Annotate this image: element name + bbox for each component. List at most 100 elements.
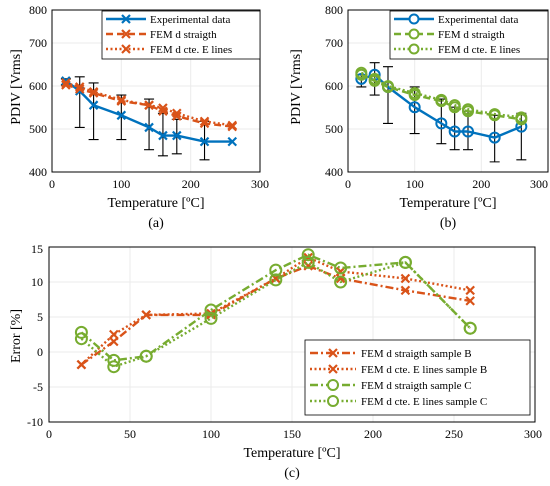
panel-b-plot	[355, 62, 528, 163]
panel-b-ytick-600: 600	[325, 79, 343, 93]
panel-c-ytick-0: 0	[37, 345, 43, 359]
a-series-0-point	[158, 130, 168, 141]
panel-c-xtick-300: 300	[524, 427, 542, 441]
a-series-2-point	[88, 87, 99, 97]
a-series-0-point	[116, 110, 127, 121]
c-series-3-point	[334, 275, 348, 289]
panel-c-legend-marker-straigth-c	[327, 379, 339, 391]
panel-c-ytick-15: 15	[31, 242, 43, 256]
b-series-2-point	[462, 103, 474, 116]
a-series-1-line	[65, 83, 233, 128]
c-series-2-point	[204, 303, 218, 317]
panel-a-legend-marker-cte	[121, 44, 131, 54]
panel-c-frame	[48, 246, 536, 423]
panel-a-caption: (a)	[148, 216, 164, 231]
panel-b-legend-label-straigth: FEM d straigth	[438, 29, 505, 41]
c-series-3-point	[204, 311, 218, 325]
panel-b-ytick-500: 500	[325, 122, 343, 136]
panel-a-ytick-700: 700	[29, 36, 47, 50]
panel-b-xlabel: Temperature [ºC]	[399, 196, 496, 211]
panel-a-xtick-0: 0	[49, 177, 55, 191]
panel-b-legend-marker-straigth	[408, 28, 420, 40]
b-series-2-point	[408, 87, 421, 100]
b-series-2-point	[515, 111, 528, 124]
c-series-0-point	[109, 336, 119, 347]
a-series-2-point	[61, 78, 71, 88]
a-series-0-point	[227, 136, 238, 147]
c-series-3-point	[398, 255, 412, 269]
a-series-1-point	[61, 80, 71, 90]
panel-c-xlabel: Temperature [ºC]	[243, 446, 340, 461]
panel-c: Error [%] -10 -5 0 5 10 15 0 50 100 150 …	[9, 242, 542, 481]
c-series-3-point	[463, 321, 477, 335]
b-series-2-point	[488, 108, 501, 121]
panel-b-legend-label-cte: FEM d cte. E lines	[438, 44, 520, 56]
a-series-2-point	[144, 100, 154, 110]
panel-a-ytick-800: 800	[29, 3, 47, 17]
panel-c-plot	[74, 248, 477, 374]
b-series-0-point	[462, 125, 474, 138]
a-series-0-errorbar	[144, 98, 155, 151]
c-series-0-point	[465, 296, 475, 306]
panel-b-legend: Experimental data FEM d straigth FEM d c…	[389, 10, 549, 60]
a-series-2-point	[116, 95, 127, 105]
panel-a-legend-label-experimental: Experimental data	[150, 14, 230, 26]
panel-c-legend-label-cte-c: FEM d cte. E lines sample C	[361, 396, 487, 408]
panel-b-legend-marker-cte	[408, 43, 420, 55]
panel-c-xtick-100: 100	[202, 427, 220, 441]
c-series-1-point	[109, 329, 119, 340]
c-series-1-point	[400, 273, 411, 284]
c-series-3-point	[74, 332, 88, 346]
b-series-0-point	[448, 125, 461, 138]
b-series-0-point	[435, 117, 448, 130]
panel-a-legend: Experimental data FEM d straigth FEM d c…	[101, 10, 261, 60]
a-series-1-point	[158, 106, 168, 117]
panel-b-ytick-700: 700	[325, 36, 343, 50]
panel-c-ytick-5: 5	[37, 310, 43, 324]
panel-a-legend-marker-straigth	[121, 29, 131, 39]
b-series-0-point	[408, 101, 421, 114]
panel-b-ylabel: PDIV [Vrms]	[289, 49, 304, 125]
panel-b-frame	[347, 9, 549, 173]
panel-b-ytick-400: 400	[325, 165, 343, 179]
a-series-2-point	[158, 103, 168, 113]
a-series-0-point	[172, 130, 182, 141]
panel-c-legend: FEM d straigth sample B FEM d cte. E lin…	[304, 339, 531, 416]
a-series-2-point	[199, 116, 210, 127]
c-series-2-point	[74, 325, 88, 339]
panel-c-ytick-m5: -5	[33, 380, 43, 394]
c-series-2-line	[80, 253, 472, 362]
b-series-2-point	[355, 66, 368, 79]
c-series-2-point	[269, 263, 283, 277]
panel-a-frame	[51, 9, 261, 173]
b-series-2-point	[382, 80, 394, 93]
panel-a-ytick-600: 600	[29, 79, 47, 93]
panel-b-ytick-800: 800	[325, 3, 343, 17]
b-series-0-errorbar	[383, 66, 393, 124]
panel-c-legend-label-straigth-c: FEM d straigth sample C	[361, 380, 472, 392]
panel-b-legend-label-experimental: Experimental data	[438, 14, 518, 26]
panel-a-legend-label-straigth: FEM d straigth	[150, 29, 217, 41]
a-series-2-point	[227, 120, 238, 131]
b-series-2-point	[368, 72, 381, 85]
b-series-2-point	[435, 93, 448, 106]
panel-a-legend-label-cte: FEM d cte. E lines	[150, 44, 232, 56]
c-series-1-point	[141, 310, 151, 320]
b-series-0-point	[488, 131, 501, 144]
c-series-0-point	[335, 273, 346, 284]
panel-a-ytick-400: 400	[29, 165, 47, 179]
c-series-2-point	[334, 261, 348, 275]
a-series-2-point	[172, 108, 182, 119]
c-series-3-line	[80, 261, 472, 368]
c-series-1-point	[465, 285, 475, 296]
panel-c-caption: (c)	[284, 466, 300, 481]
panel-c-xtick-250: 250	[445, 427, 463, 441]
panel-a-legend-marker-experimental	[121, 14, 131, 24]
panel-c-legend-marker-cte-b	[328, 364, 338, 374]
panel-a-ylabel: PDIV [Vrms]	[9, 49, 24, 125]
panel-a-ytick-500: 500	[29, 122, 47, 136]
c-series-3-point	[301, 255, 315, 269]
c-series-1-point	[76, 359, 87, 370]
c-series-2-point	[301, 248, 315, 262]
